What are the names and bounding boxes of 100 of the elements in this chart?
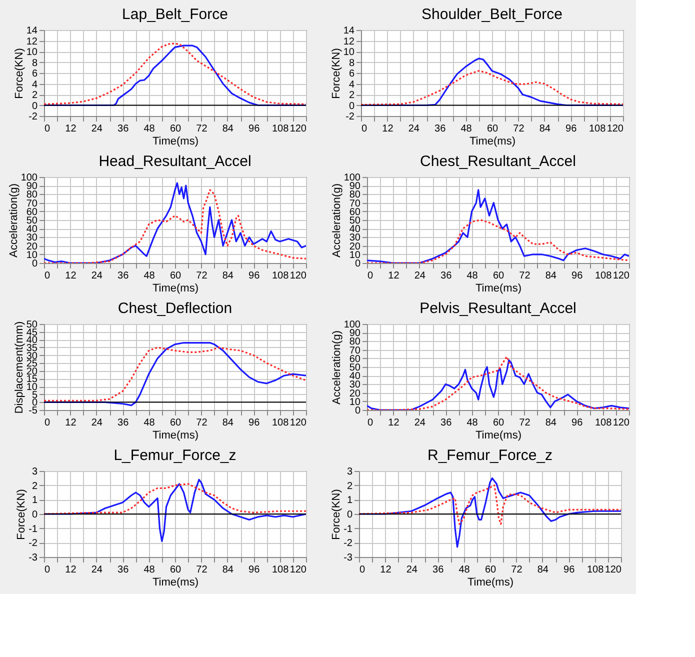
- y-tick-label: 50: [349, 216, 361, 226]
- x-tick-label: 84: [222, 418, 234, 428]
- line-series: [44, 478, 306, 542]
- y-tick-label: 30: [349, 232, 361, 244]
- y-tick-label: 1: [346, 495, 353, 506]
- x-tick-label: 48: [144, 270, 156, 282]
- chart-title: Shoulder_Belt_Force: [422, 6, 562, 23]
- y-axis-title: Acceleration(g): [8, 184, 20, 258]
- x-tick-label: 36: [434, 124, 446, 134]
- y-tick-label: 3: [346, 466, 353, 478]
- y-tick-label: 6: [348, 68, 355, 80]
- y-tick-label: 1: [32, 495, 38, 506]
- x-tick-label: 36: [440, 270, 452, 282]
- x-tick-label: 60: [170, 418, 182, 428]
- x-tick-label: 108: [272, 270, 290, 282]
- y-tick-label: 12: [343, 36, 355, 48]
- y-tick-label: -2: [28, 112, 38, 122]
- x-axis-title: Time(ms): [152, 136, 199, 148]
- x-tick-label: 36: [440, 418, 452, 428]
- y-tick-label: 2: [32, 90, 38, 101]
- x-axis-title: Time(ms): [152, 576, 199, 588]
- x-tick-label: 120: [612, 418, 630, 428]
- x-tick-label: 0: [368, 270, 374, 282]
- x-tick-label: 108: [594, 418, 612, 428]
- x-axis-title: Time(ms): [152, 282, 199, 294]
- x-tick-label: 0: [44, 270, 50, 282]
- y-tick-label: 0: [346, 510, 353, 520]
- x-tick-label: 48: [466, 270, 478, 282]
- x-tick-label: 24: [91, 270, 103, 282]
- line-series: [359, 484, 621, 525]
- x-tick-label: 36: [118, 270, 130, 282]
- y-tick-label: -3: [28, 552, 38, 564]
- x-tick-label: 108: [272, 418, 290, 428]
- x-tick-label: 84: [222, 564, 234, 576]
- x-tick-label: 120: [290, 270, 307, 282]
- x-tick-label: 48: [458, 564, 470, 576]
- y-tick-label: 0: [32, 258, 38, 270]
- x-tick-label: 120: [290, 418, 307, 428]
- x-tick-label: 72: [196, 124, 208, 134]
- x-tick-label: 72: [196, 564, 208, 576]
- y-tick-label: 2: [346, 480, 353, 492]
- y-tick-label: 8: [348, 58, 355, 69]
- line-series: [44, 483, 306, 515]
- y-tick-label: 2: [348, 90, 355, 101]
- y-tick-label: -2: [346, 112, 355, 122]
- x-tick-label: 60: [486, 124, 498, 134]
- y-tick-label: 20: [26, 241, 38, 252]
- y-tick-label: 0: [354, 258, 361, 270]
- y-tick-label: 4: [32, 79, 38, 90]
- y-tick-label: 10: [349, 396, 361, 408]
- chart-title: Head_Resultant_Accel: [98, 153, 252, 170]
- y-tick-label: 80: [349, 190, 361, 201]
- x-tick-label: 36: [118, 418, 130, 428]
- x-tick-label: 84: [545, 418, 557, 428]
- x-tick-label: 12: [65, 124, 77, 134]
- y-tick-label: -5: [28, 406, 38, 416]
- x-tick-label: 96: [248, 270, 260, 282]
- x-tick-label: 12: [65, 270, 77, 282]
- x-tick-label: 120: [290, 564, 307, 576]
- y-tick-label: 20: [349, 241, 361, 252]
- x-tick-label: 0: [368, 418, 374, 428]
- x-tick-label: 24: [91, 418, 103, 428]
- y-tick-label: 100: [344, 320, 361, 330]
- x-tick-label: 60: [170, 270, 182, 282]
- y-tick-label: 60: [349, 354, 361, 365]
- x-tick-label: 84: [537, 564, 549, 576]
- x-tick-label: 12: [65, 564, 77, 576]
- x-axis-title: Time(ms): [152, 430, 199, 442]
- x-tick-label: 84: [545, 270, 557, 282]
- y-tick-label: -2: [344, 538, 353, 550]
- chart-title: L_Femur_Force_z: [114, 447, 236, 464]
- y-tick-label: 70: [349, 198, 361, 210]
- x-axis-title: Time(ms): [475, 430, 522, 442]
- x-tick-label: 12: [388, 418, 400, 428]
- x-tick-label: 108: [586, 564, 604, 576]
- x-tick-label: 120: [604, 564, 622, 576]
- x-tick-label: 108: [272, 124, 290, 134]
- x-tick-label: 12: [382, 124, 394, 134]
- x-tick-label: 108: [588, 124, 606, 134]
- y-tick-label: -1: [344, 524, 353, 535]
- x-tick-label: 0: [44, 564, 50, 576]
- x-tick-label: 48: [144, 418, 156, 428]
- y-tick-label: 70: [26, 198, 38, 210]
- x-tick-label: 120: [612, 270, 630, 282]
- x-tick-label: 108: [272, 564, 290, 576]
- y-tick-label: 2: [32, 480, 38, 492]
- y-tick-label: 70: [349, 345, 361, 356]
- chart-title: Lap_Belt_Force: [122, 6, 228, 23]
- line-series: [361, 70, 623, 106]
- x-tick-label: 24: [408, 124, 420, 134]
- chart-title: R_Femur_Force_z: [427, 447, 553, 464]
- x-tick-label: 72: [196, 270, 208, 282]
- x-tick-label: 12: [388, 270, 400, 282]
- y-tick-label: 8: [32, 58, 38, 69]
- y-tick-label: 80: [349, 336, 361, 348]
- x-tick-label: 72: [519, 270, 531, 282]
- x-tick-label: 60: [170, 124, 182, 134]
- y-tick-label: 14: [26, 26, 38, 36]
- y-tick-label: 20: [349, 388, 361, 400]
- x-tick-label: 36: [118, 124, 130, 134]
